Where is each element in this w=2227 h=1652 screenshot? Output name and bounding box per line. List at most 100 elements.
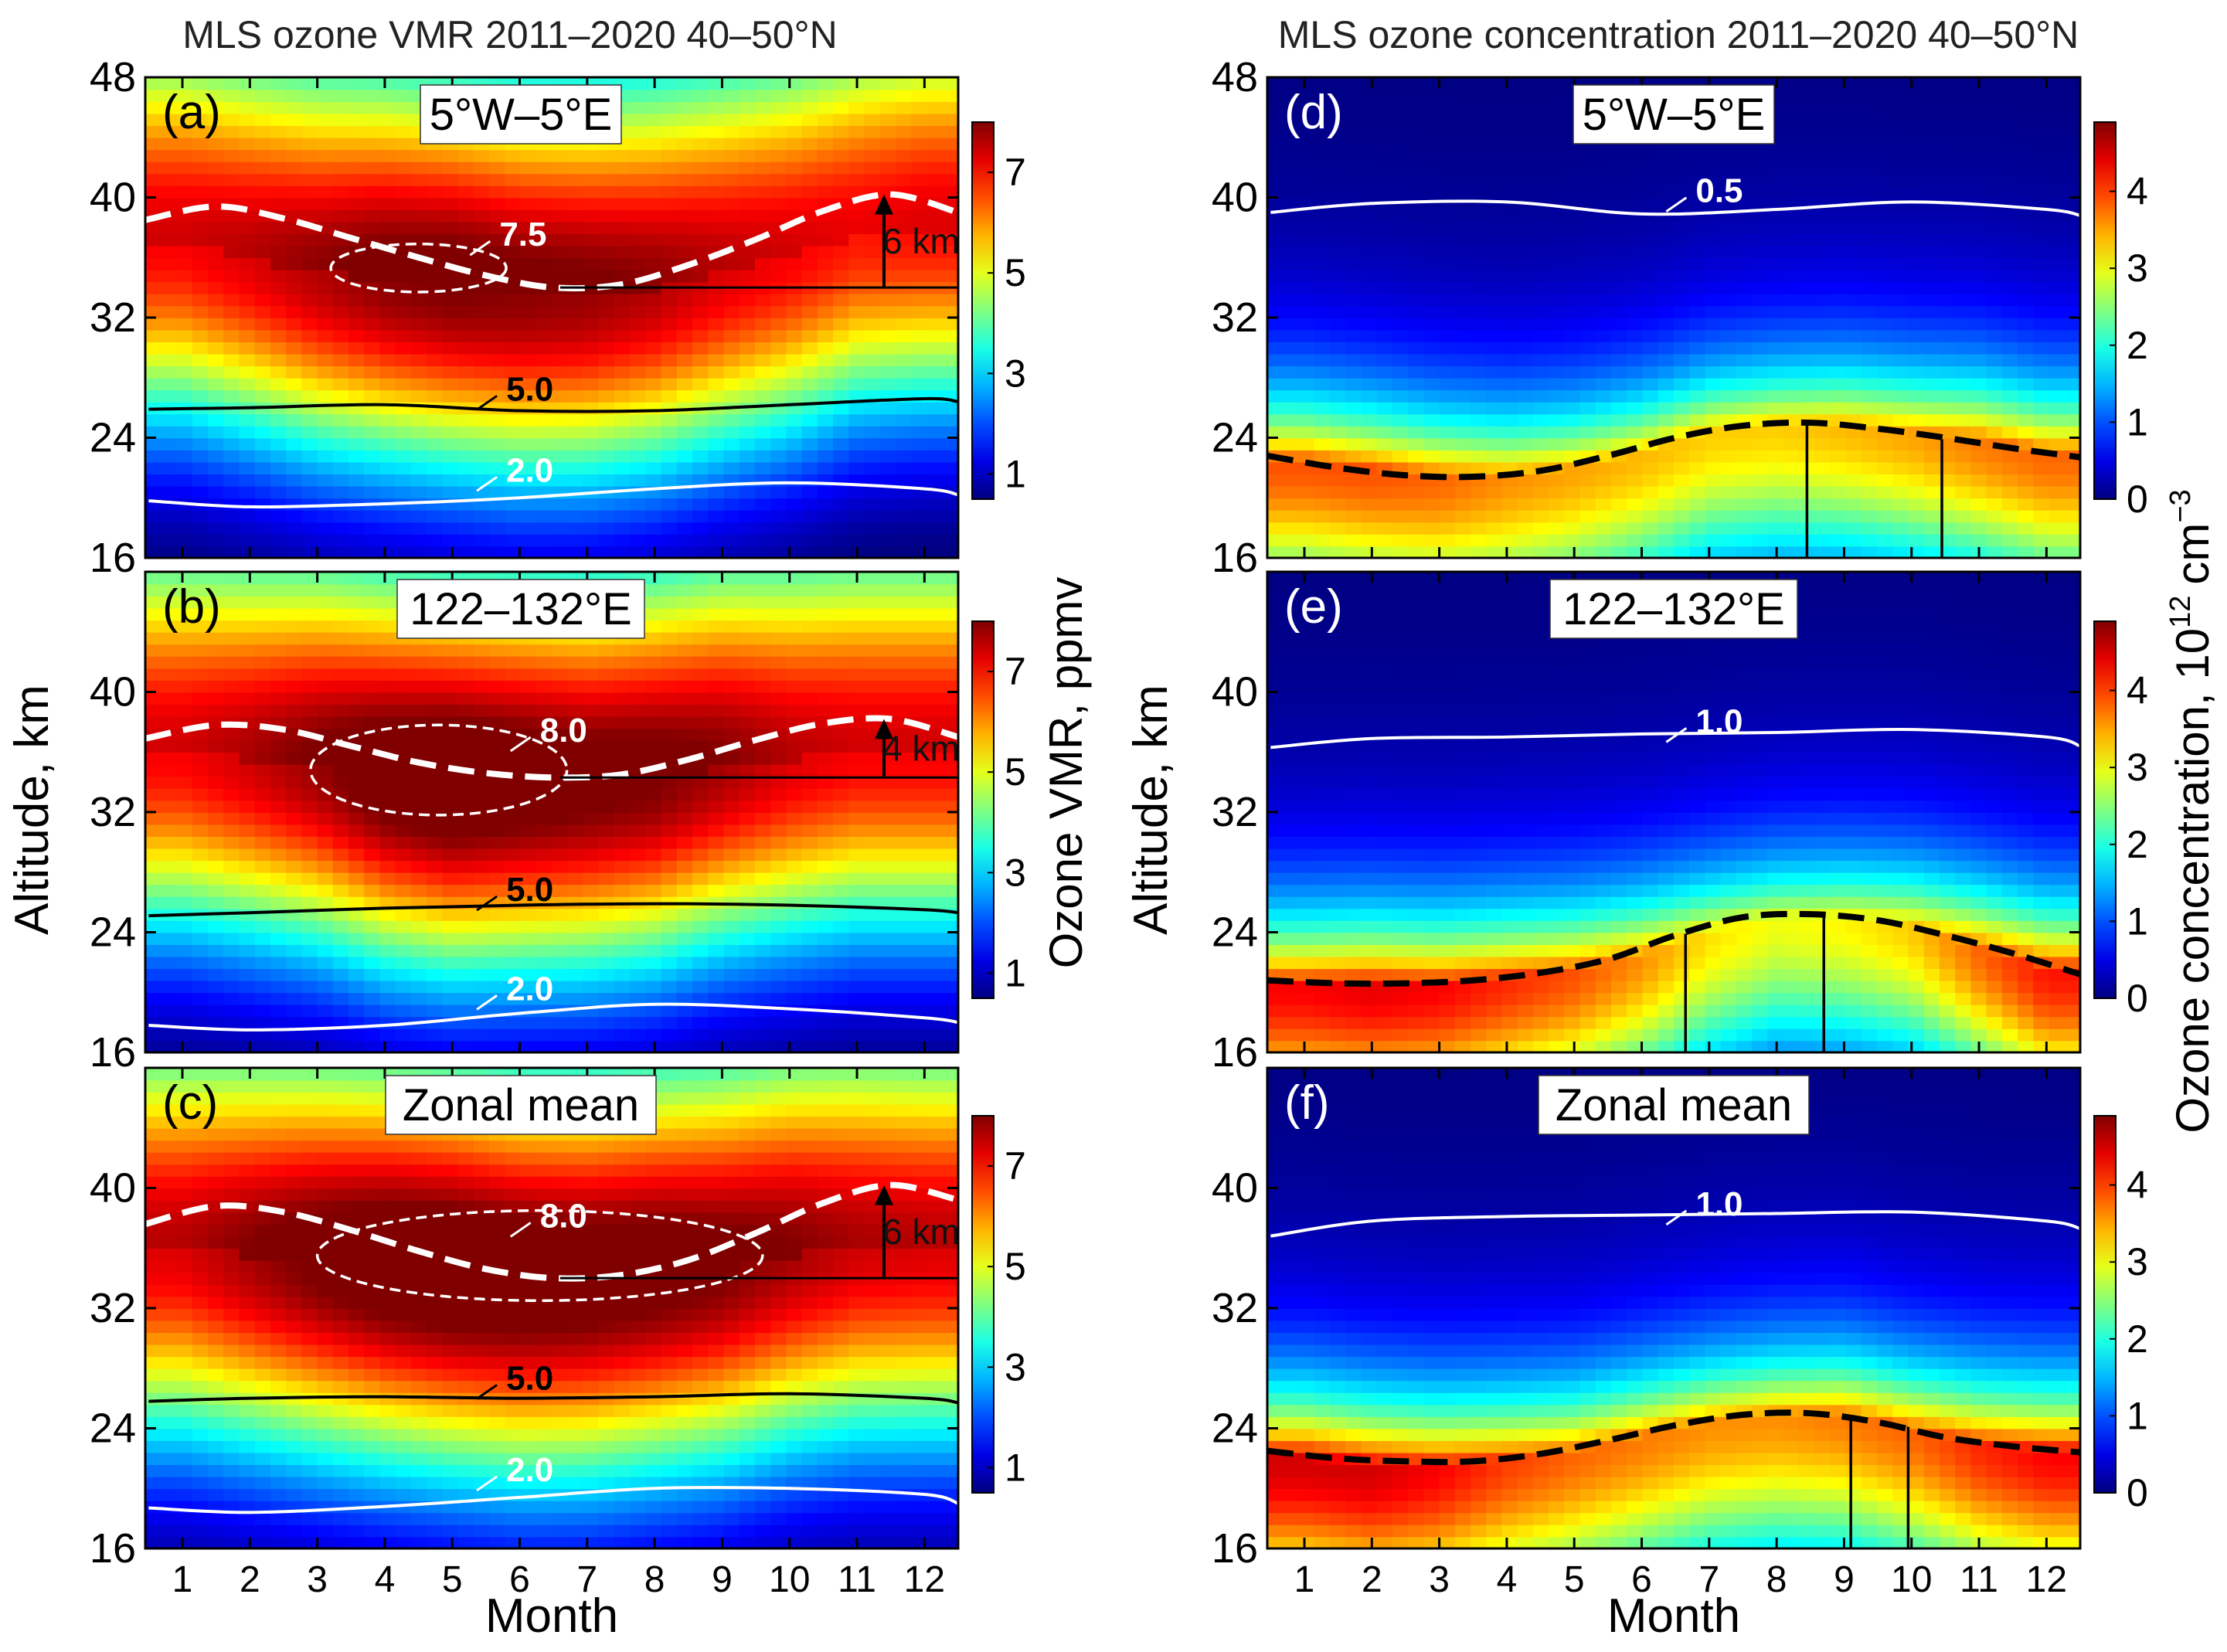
heatmap-cell: [301, 752, 318, 765]
heatmap-cell: [176, 245, 193, 259]
heatmap-cell: [223, 787, 240, 801]
heatmap-cell: [896, 342, 913, 355]
heatmap-cell: [270, 992, 287, 1005]
heatmap-cell: [614, 860, 631, 873]
heatmap-cell: [207, 679, 225, 693]
heatmap-cell: [786, 269, 803, 283]
heatmap-cell: [614, 233, 631, 246]
heatmap-cell: [879, 944, 896, 957]
heatmap-cell: [942, 1040, 958, 1052]
heatmap-cell: [254, 461, 271, 475]
heatmap-cell: [911, 245, 928, 259]
heatmap-cell: [473, 919, 490, 933]
heatmap-cell: [145, 281, 162, 294]
heatmap-cell: [536, 1016, 552, 1029]
heatmap-cell: [536, 752, 552, 765]
heatmap-cell: [942, 450, 958, 463]
heatmap-cell: [552, 644, 569, 657]
heatmap-cell: [896, 377, 913, 391]
heatmap-cell: [270, 1248, 287, 1261]
heatmap-cell: [489, 257, 506, 270]
heatmap-cell: [161, 583, 178, 597]
heatmap-cell: [661, 329, 678, 342]
heatmap-cell: [848, 342, 865, 355]
heatmap-cell: [364, 787, 381, 801]
heatmap-cell: [254, 450, 271, 463]
heatmap-cell: [942, 824, 958, 837]
heatmap-cell: [896, 522, 913, 535]
heatmap-cell: [708, 89, 725, 102]
heatmap-cell: [192, 1512, 209, 1525]
heatmap-cell: [239, 980, 256, 994]
colorbar-tick-label: 7: [1005, 650, 1026, 693]
heatmap-cell: [161, 1140, 178, 1153]
heatmap-cell: [630, 329, 647, 342]
heatmap-cell: [207, 125, 225, 138]
heatmap-cell: [317, 1164, 334, 1177]
heatmap-cell: [786, 800, 803, 813]
heatmap-cell: [552, 305, 569, 318]
heatmap-cell: [739, 572, 756, 585]
heatmap-cell: [192, 257, 209, 270]
heatmap-cell: [926, 992, 944, 1005]
heatmap-cell: [176, 596, 193, 609]
heatmap-cell: [630, 221, 647, 235]
heatmap-cell: [911, 474, 928, 487]
heatmap-cell: [145, 631, 162, 645]
heatmap-cell: [723, 908, 740, 921]
heatmap-cell: [145, 89, 162, 102]
heatmap-cell: [161, 679, 178, 693]
heatmap-cell: [926, 365, 944, 379]
heatmap-cell: [676, 631, 693, 645]
heatmap-cell: [661, 209, 678, 223]
heatmap-cell: [442, 209, 459, 223]
heatmap-cell: [395, 197, 412, 210]
heatmap-cell: [801, 836, 818, 849]
heatmap-cell: [864, 461, 881, 475]
heatmap-cell: [692, 848, 709, 862]
heatmap-cell: [926, 716, 944, 729]
heatmap-cell: [270, 1356, 287, 1369]
heatmap-cell: [552, 956, 569, 970]
heatmap-cell: [739, 365, 756, 379]
heatmap-cell: [223, 1151, 240, 1165]
heatmap-cell: [176, 812, 193, 825]
heatmap-cell: [896, 318, 913, 331]
heatmap-cell: [552, 498, 569, 511]
heatmap-cell: [879, 932, 896, 945]
heatmap-cell: [536, 450, 552, 463]
heatmap-cell: [567, 437, 584, 450]
heatmap-cell: [879, 173, 896, 186]
heatmap-cell: [192, 365, 209, 379]
heatmap-cell: [723, 161, 740, 175]
heatmap-cell: [176, 365, 193, 379]
heatmap-cell: [207, 365, 225, 379]
heatmap-cell: [317, 596, 334, 609]
heatmap-cell: [708, 353, 725, 367]
heatmap-cell: [364, 860, 381, 873]
heatmap-cell: [176, 485, 193, 499]
heatmap-cell: [223, 668, 240, 681]
heatmap-cell: [567, 293, 584, 307]
heatmap-cell: [630, 365, 647, 379]
heatmap-cell: [254, 1356, 271, 1369]
heatmap-cell: [239, 728, 256, 741]
heatmap-cell: [410, 919, 428, 933]
heatmap-cell: [317, 1092, 334, 1105]
heatmap-cell: [301, 413, 318, 427]
heatmap-cell: [317, 1404, 334, 1417]
heatmap-cell: [364, 305, 381, 318]
heatmap-cell: [911, 884, 928, 897]
heatmap-cell: [552, 353, 569, 367]
heatmap-cell: [286, 572, 303, 585]
heatmap-cell: [786, 461, 803, 475]
heatmap-cell: [379, 884, 396, 897]
heatmap-cell: [395, 896, 412, 909]
heatmap-cell: [192, 679, 209, 693]
heatmap-cell: [786, 848, 803, 862]
heatmap-cell: [676, 956, 693, 970]
heatmap-cell: [161, 257, 178, 270]
heatmap-cell: [630, 919, 647, 933]
heatmap-cell: [692, 607, 709, 621]
heatmap-cell: [301, 968, 318, 981]
